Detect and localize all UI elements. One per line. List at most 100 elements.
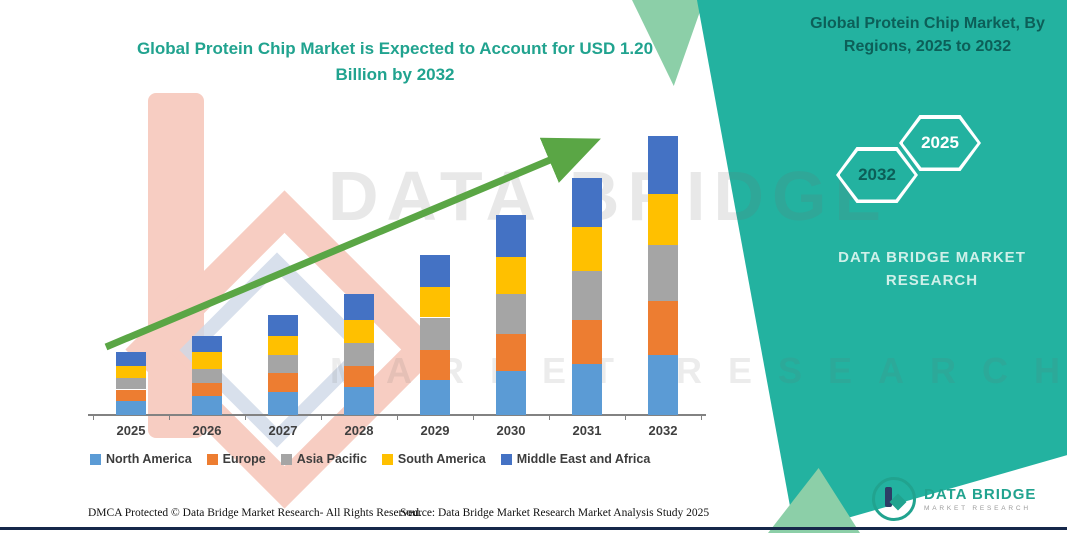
x-axis-label: 2032 [648,423,678,438]
ribbon-brand-text: DATA BRIDGE MARKET RESEARCH [812,246,1052,293]
logo-subtext: MARKET RESEARCH [924,505,1031,512]
bar-segment-middle-east-and-africa [192,336,222,353]
hexagon-2032-label: 2032 [839,150,915,200]
axis-tick [625,416,626,420]
hexagon-2025-label: 2025 [902,118,978,168]
bar-segment-middle-east-and-africa [116,352,146,367]
bar-segment-middle-east-and-africa [648,136,678,195]
bar-segment-north-america [268,391,298,415]
legend-swatch [381,453,393,465]
bar-segment-asia-pacific [192,368,222,383]
bar-segment-europe [572,319,602,364]
axis-tick [93,416,94,420]
axis-tick [397,416,398,420]
logo-diamond-shape [889,493,907,511]
bar-segment-middle-east-and-africa [496,215,526,257]
axis-tick [169,416,170,420]
bar-segment-north-america [648,354,678,415]
bar-segment-middle-east-and-africa [268,315,298,336]
bar-segment-north-america [344,387,374,415]
legend-item-south-america: South America [381,452,486,466]
bar-segment-asia-pacific [344,343,374,367]
axis-tick [321,416,322,420]
bar-segment-europe [496,333,526,371]
bar-segment-asia-pacific [116,377,146,390]
legend-label: Middle East and Africa [516,452,651,466]
bar-segment-south-america [344,319,374,343]
bar-segment-south-america [572,226,602,271]
legend-item-north-america: North America [90,452,192,466]
ribbon-title-line2: Regions, 2025 to 2032 [843,38,1012,56]
logo-stem-shape [885,487,892,507]
bar-segment-asia-pacific [572,271,602,320]
x-axis-label: 2025 [116,423,146,438]
x-axis-label: 2026 [192,423,222,438]
bar-segment-south-america [192,352,222,369]
hexagon-2025: 2025 [899,115,981,171]
legend-swatch [206,453,218,465]
bar-segment-south-america [116,366,146,378]
legend-swatch [280,453,292,465]
bar-segment-europe [420,350,450,381]
bar-segment-asia-pacific [648,245,678,302]
bar-segment-europe [648,301,678,355]
x-axis-label: 2027 [268,423,298,438]
legend-swatch [500,453,512,465]
chart-title: Global Protein Chip Market is Expected t… [95,36,695,87]
logo-name-text: DATA BRIDGE [924,486,1037,503]
bar-segment-north-america [192,396,222,415]
bar-segment-europe [116,389,146,402]
axis-tick [245,416,246,420]
bar-segment-asia-pacific [420,317,450,350]
bar-segment-middle-east-and-africa [344,294,374,320]
bar-segment-south-america [420,287,450,318]
chart-title-line2: Billion by 2032 [335,64,455,84]
legend-label: Europe [222,452,266,466]
legend-label: South America [397,452,486,466]
ribbon-brand-line1: DATA BRIDGE MARKET [838,249,1026,266]
bar-segment-asia-pacific [268,354,298,374]
hexagon-2025-outline: 2025 [899,115,981,171]
x-axis-label: 2030 [496,423,526,438]
ribbon-brand-line2: RESEARCH [885,272,979,290]
bars-layer [88,113,710,415]
hexagon-2032-outline: 2032 [836,147,918,203]
source-note: Source: Data Bridge Market Research Mark… [400,507,710,519]
bar-segment-north-america [420,380,450,415]
chart-title-line1: Global Protein Chip Market is Expected t… [136,39,654,58]
bar-segment-europe [344,366,374,388]
bar-segment-asia-pacific [496,294,526,334]
bar-segment-south-america [648,194,678,246]
chart-legend: North America Europe Asia Pacific South Ame… [90,452,650,466]
logo-text-block: DATA BRIDGE MARKET RESEARCH [924,486,1036,512]
x-axis-label: 2028 [344,423,374,438]
dmca-notice: DMCA Protected © Data Bridge Market Rese… [88,507,422,519]
x-axis-label: 2031 [572,423,602,438]
bar-segment-north-america [116,401,146,415]
axis-tick [701,416,702,420]
bar-segment-south-america [496,257,526,295]
axis-tick [473,416,474,420]
legend-item-europe: Europe [206,452,266,466]
ribbon-title: Global Protein Chip Market, By Regions, … [795,12,1060,58]
x-axis-line [88,414,706,416]
data-bridge-logo: DATA BRIDGE MARKET RESEARCH [872,477,1036,521]
ribbon-title-line1: Global Protein Chip Market, By [810,15,1045,32]
legend-label: Asia Pacific [296,452,367,466]
footer-divider-line [0,527,1067,530]
legend-item-asia-pacific: Asia Pacific [280,452,367,466]
x-axis-label: 2029 [420,423,450,438]
bar-segment-south-america [268,336,298,355]
data-bridge-logo-icon [872,477,916,521]
bar-segment-middle-east-and-africa [420,254,450,288]
legend-swatch [90,453,101,465]
hexagon-2032: 2032 [836,147,918,203]
bar-segment-europe [268,373,298,392]
legend-item-middle-east-and-africa: Middle East and Africa [500,452,651,466]
watermark-market-research-text: MARKET RESEARCH [330,350,1067,391]
stacked-bar-chart: 2025 2026 2027 2028 2029 2030 2031 2032 [88,113,710,453]
bar-segment-europe [192,382,222,397]
bar-segment-north-america [496,370,526,415]
bar-segment-north-america [572,363,602,415]
